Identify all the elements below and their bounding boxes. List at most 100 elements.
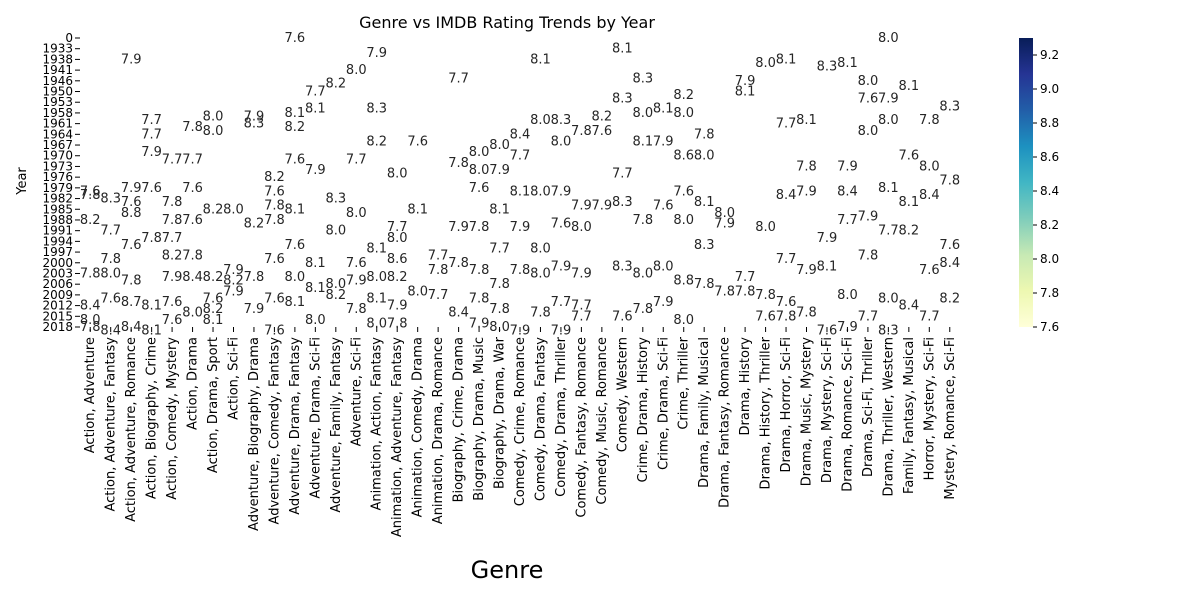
cell-label: 7.6 [285, 31, 306, 46]
cell-label: 8.0 [878, 113, 899, 128]
x-tick-label: Family, Fantasy, Musical [902, 337, 917, 494]
x-tick-label: Adventure, Sci-Fi [349, 337, 364, 446]
cell-label: 7.6 [100, 291, 121, 306]
cell-label: 7.9 [387, 299, 408, 314]
y-tick-label: 1953 [42, 95, 73, 109]
cell-label: 8.0 [694, 149, 715, 164]
cell-label: 7.8 [346, 302, 367, 317]
cell-label: 7.8 [796, 306, 817, 321]
cell-label: 8.0 [653, 259, 674, 274]
cell-label: 8.0 [632, 266, 653, 281]
cell-label: 7.8 [796, 159, 817, 174]
y-tick-label: 2015 [42, 309, 73, 323]
cell-label: 7.6 [919, 263, 940, 278]
x-tick-label: Drama, Sci-Fi, Thriller [861, 336, 876, 477]
x-tick-label: Action, Biography, Crime [145, 337, 160, 499]
x-tick-label: Adventure, Family, Fantasy [329, 337, 344, 513]
y-tick-label: 1941 [42, 63, 73, 77]
cell-label: 7.7 [735, 270, 756, 285]
cell-label: 7.9 [551, 259, 572, 274]
cell-label: 7.9 [346, 274, 367, 289]
cell-label: 7.9 [714, 217, 735, 232]
cell-label: 7.7 [571, 299, 592, 314]
cell-label: 7.7 [100, 224, 121, 239]
y-tick-label: 1994 [42, 234, 73, 248]
cell-label: 8.0 [223, 202, 244, 217]
x-tick-label: Mystery, Romance, Sci-Fi [943, 337, 958, 500]
cell-label: 8.3 [244, 117, 265, 132]
cell-label: 7.6 [776, 295, 797, 310]
cell-label: 7.8 [858, 249, 879, 264]
y-tick-label: 2000 [42, 256, 73, 270]
cell-label: 8.3 [366, 102, 387, 117]
colorbar-tick-label: 7.8 [1040, 286, 1059, 300]
cell-label: 8.0 [755, 56, 776, 71]
cell-label: 7.8 [489, 277, 510, 292]
cell-label: 8.1 [305, 256, 326, 271]
cell-label: 8.2 [939, 291, 960, 306]
cell-label: 8.6 [673, 149, 694, 164]
cell-label: 7.6 [612, 309, 633, 324]
cell-label: 8.3 [100, 192, 121, 207]
cell-label: 7.8 [141, 231, 162, 246]
cell-label: 8.0 [530, 184, 551, 199]
cell-label: 8.7 [121, 295, 142, 310]
cell-label: 7.9 [878, 92, 899, 107]
cell-label: 7.8 [448, 156, 469, 171]
cell-label: 7.8 [489, 302, 510, 317]
cell-label: 7.6 [162, 313, 183, 328]
cell-label: 8.0 [530, 242, 551, 257]
cell-label: 7.8 [80, 266, 101, 281]
x-tick-label: Adventure, Comedy, Fantasy [267, 337, 282, 525]
cell-label: 8.2 [325, 288, 346, 303]
cell-label: 7.6 [203, 291, 224, 306]
cell-label: 8.2 [387, 270, 408, 285]
cell-label: 7.7 [141, 127, 162, 142]
cell-label: 7.8 [469, 263, 490, 278]
cell-label: 8.0 [919, 159, 940, 174]
cell-label: 7.7 [919, 309, 940, 324]
cell-label: 7.9 [735, 74, 756, 89]
cell-labels: 8.27.87.67.88.48.07.87.77.88.08.37.68.47… [80, 31, 960, 339]
cell-label: 7.8 [121, 274, 142, 289]
cell-label: 7.6 [551, 217, 572, 232]
x-tick-label: Drama, Thriller, Western [881, 337, 896, 497]
x-tick-label: Adventure, Drama, Sci-Fi [308, 337, 323, 499]
x-tick-label: Action, Comedy, Mystery [165, 337, 180, 500]
cell-label: 7.8 [80, 188, 101, 203]
cell-label: 7.7 [858, 309, 879, 324]
cell-label: 7.6 [407, 134, 428, 149]
x-tick-label: Biography, Drama, War [493, 336, 508, 489]
cell-label: 7.8 [939, 174, 960, 189]
cell-label: 7.7 [162, 231, 183, 246]
cell-label: 7.9 [223, 284, 244, 299]
cell-label: 8.1 [878, 181, 899, 196]
cell-label: 7.8 [264, 213, 285, 228]
cell-label: 8.6 [387, 252, 408, 267]
cell-label: 8.0 [346, 206, 367, 221]
cell-label: 7.8 [571, 124, 592, 139]
cell-label: 7.7 [551, 295, 572, 310]
y-tick-label: 1985 [42, 202, 73, 216]
cell-label: 8.0 [387, 167, 408, 182]
cell-label: 7.9 [121, 181, 142, 196]
cell-label: 8.0 [366, 316, 387, 331]
cell-label: 8.3 [694, 238, 715, 253]
cell-label: 7.9 [162, 270, 183, 285]
cell-label: 7.7 [428, 249, 449, 264]
x-tick-label: Animation, Action, Fantasy [370, 337, 385, 511]
cell-label: 8.3 [612, 259, 633, 274]
y-tick-label: 1976 [42, 170, 73, 184]
y-tick-label: 1950 [42, 85, 73, 99]
cell-label: 8.2 [223, 274, 244, 289]
cell-label: 7.6 [121, 238, 142, 253]
cell-label: 7.9 [551, 184, 572, 199]
cell-label: 7.6 [264, 252, 285, 267]
y-tick-label: 1958 [42, 106, 73, 120]
cell-label: 8.0 [489, 138, 510, 153]
cell-label: 8.2 [325, 76, 346, 91]
cell-label: 8.8 [673, 274, 694, 289]
cell-label: 8.0 [551, 134, 572, 149]
y-axis-ticks: 0193319381941194619501953195819611964196… [42, 31, 80, 334]
y-tick-label: 2003 [42, 266, 73, 280]
